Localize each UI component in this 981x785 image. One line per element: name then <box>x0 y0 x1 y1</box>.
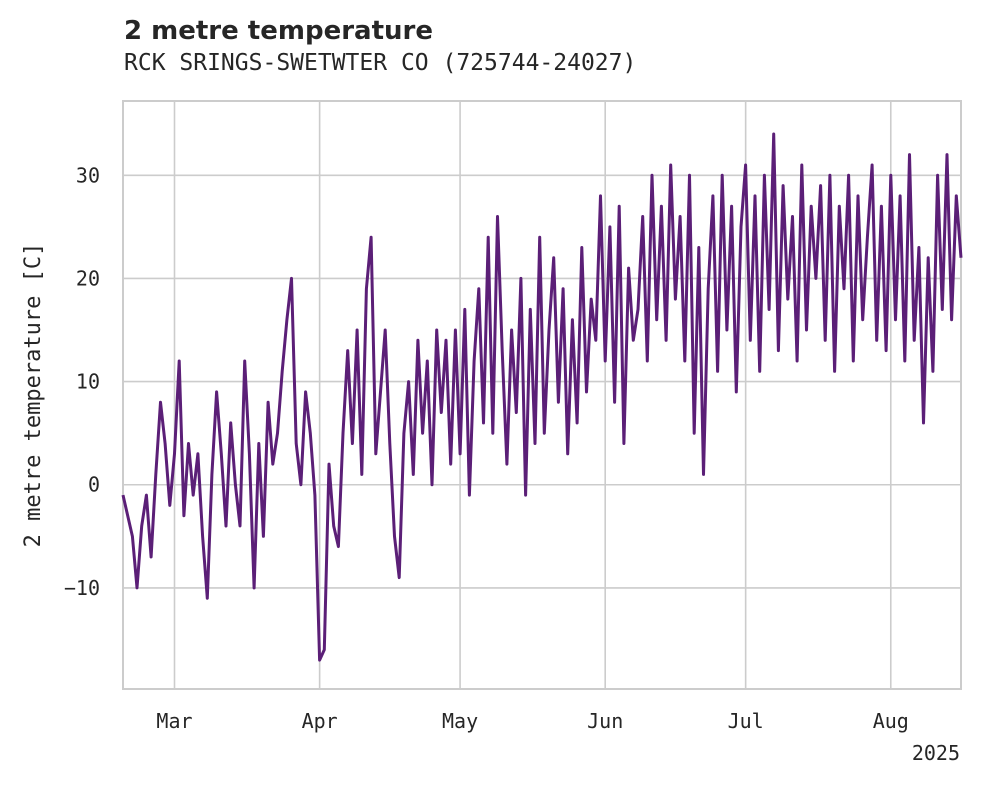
y-tick-label: 20 <box>76 266 100 290</box>
y-axis-label: 2 metre temperature [C] <box>21 243 46 548</box>
plot-frame <box>122 100 962 690</box>
x-tick-label: Jul <box>728 709 764 733</box>
chart-title: 2 metre temperature <box>124 16 433 46</box>
x-tick-label: Jun <box>587 709 623 733</box>
x-tick-label: Mar <box>156 709 192 733</box>
y-tick-label: 30 <box>76 163 100 187</box>
x-offset-label: 2025 <box>912 741 960 765</box>
axis-ticks: Mar Apr May Jun Jul Aug −10 0 10 20 30 <box>64 163 909 733</box>
x-tick-label: Apr <box>302 709 338 733</box>
x-tick-label: Aug <box>873 709 909 733</box>
y-tick-label: 10 <box>76 370 100 394</box>
chart-subtitle: RCK SRINGS-SWETWTER CO (725744-24027) <box>124 50 637 76</box>
series-line-temperature <box>121 132 963 662</box>
x-tick-label: May <box>442 709 478 733</box>
y-tick-label: 0 <box>88 473 100 497</box>
y-tick-label: −10 <box>64 576 100 600</box>
